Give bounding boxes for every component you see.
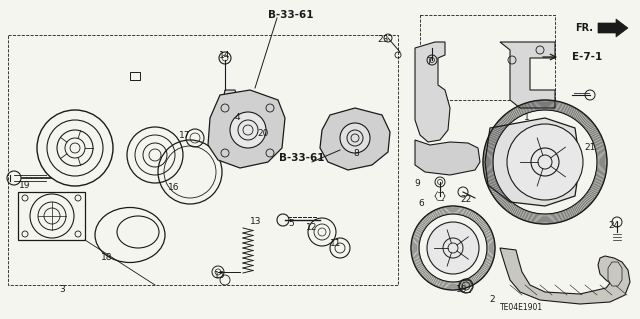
Text: 23: 23 bbox=[378, 35, 388, 44]
Text: 13: 13 bbox=[250, 218, 262, 226]
Polygon shape bbox=[500, 42, 555, 108]
Text: B-33-61: B-33-61 bbox=[279, 153, 324, 163]
Bar bbox=[18, 192, 85, 240]
Text: FR.: FR. bbox=[575, 23, 593, 33]
Polygon shape bbox=[415, 140, 480, 175]
Polygon shape bbox=[415, 42, 450, 142]
Text: 8: 8 bbox=[353, 150, 359, 159]
Ellipse shape bbox=[117, 216, 159, 248]
Text: 14: 14 bbox=[220, 50, 230, 60]
Text: 16: 16 bbox=[168, 182, 180, 191]
Polygon shape bbox=[500, 248, 630, 304]
Text: 6: 6 bbox=[418, 198, 424, 207]
Text: 5: 5 bbox=[288, 219, 294, 228]
Text: 19: 19 bbox=[19, 181, 31, 189]
Polygon shape bbox=[320, 108, 390, 170]
Bar bbox=[420, 15, 555, 100]
Circle shape bbox=[507, 124, 583, 200]
Text: 12: 12 bbox=[307, 224, 317, 233]
Bar bbox=[130, 72, 140, 80]
Text: 10: 10 bbox=[456, 286, 468, 294]
Text: B-33-61: B-33-61 bbox=[268, 10, 314, 20]
Text: TE04E1901: TE04E1901 bbox=[500, 303, 543, 313]
Text: 9: 9 bbox=[414, 179, 420, 188]
Text: 7: 7 bbox=[426, 57, 432, 66]
Polygon shape bbox=[608, 262, 622, 286]
Text: 1: 1 bbox=[524, 114, 530, 122]
Polygon shape bbox=[208, 90, 285, 168]
Text: 4: 4 bbox=[234, 113, 240, 122]
Polygon shape bbox=[222, 90, 238, 115]
Text: E-7-1: E-7-1 bbox=[572, 52, 602, 62]
Text: 18: 18 bbox=[101, 254, 113, 263]
Polygon shape bbox=[598, 19, 628, 37]
Circle shape bbox=[230, 112, 266, 148]
Text: 15: 15 bbox=[214, 271, 226, 279]
Text: 11: 11 bbox=[330, 240, 342, 249]
Text: 20: 20 bbox=[257, 129, 269, 137]
Polygon shape bbox=[485, 118, 580, 206]
Circle shape bbox=[340, 123, 370, 153]
Text: 22: 22 bbox=[460, 195, 472, 204]
Text: 2: 2 bbox=[489, 294, 495, 303]
Text: 17: 17 bbox=[179, 130, 191, 139]
Bar bbox=[8, 35, 398, 285]
Text: 24: 24 bbox=[609, 220, 620, 229]
Circle shape bbox=[427, 222, 479, 274]
Text: 3: 3 bbox=[59, 285, 65, 293]
Text: 21: 21 bbox=[584, 144, 596, 152]
